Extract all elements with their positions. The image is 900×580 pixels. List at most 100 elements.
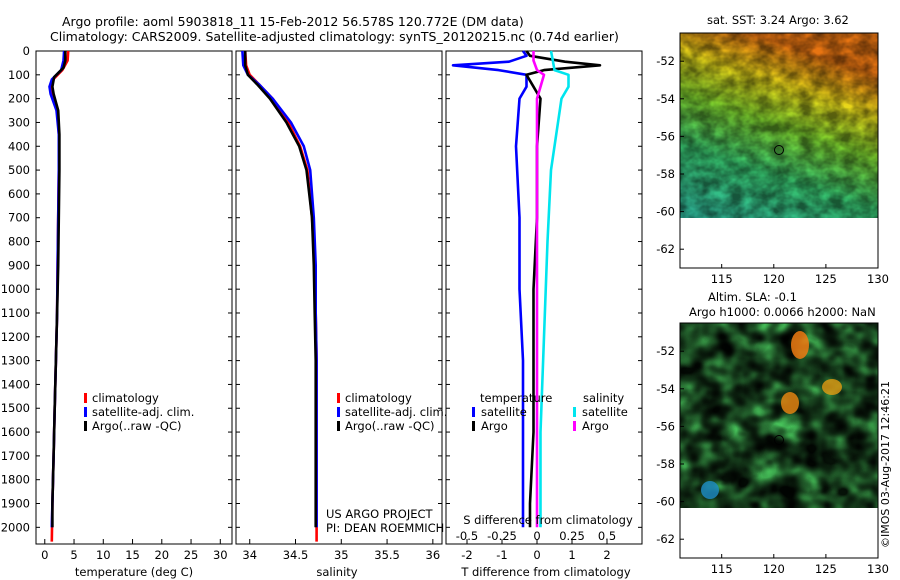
difference-s-tick-label: -0.25 bbox=[487, 529, 517, 543]
salinity-x-tick-label: 35.5 bbox=[374, 548, 400, 562]
depth-tick-label: 800 bbox=[8, 235, 30, 249]
temperature-x-tick-label: 15 bbox=[125, 548, 140, 562]
sst-map-y-tick-label: -52 bbox=[656, 54, 675, 68]
sla-map-x-tick-label: 120 bbox=[763, 562, 785, 576]
sla-map-y-tick-label: -58 bbox=[656, 457, 675, 471]
sst-map-ticks: 115 120 125 130 -52 -54 -56 -58 -60 -62 bbox=[656, 54, 889, 286]
salinity-series bbox=[241, 50, 318, 542]
depth-tick-label: 900 bbox=[8, 258, 30, 272]
depth-tick-label: 1400 bbox=[1, 377, 30, 391]
difference-x-ticks: -2 -1 0 1 2 -0.5 -0.25 0 0.25 0.5 bbox=[446, 50, 642, 562]
temperature-plot-frame bbox=[35, 50, 233, 545]
legend-label-argo: Argo(..raw -QC) bbox=[345, 419, 435, 433]
sst-map-y-tick-label: -54 bbox=[656, 92, 675, 106]
temperature-x-tick-label: 5 bbox=[70, 548, 77, 562]
difference-s-tick-label: -0.5 bbox=[456, 529, 478, 543]
depth-tick-label: 700 bbox=[8, 211, 30, 225]
salinity-series-climatology bbox=[243, 50, 318, 542]
depth-tick-label: 500 bbox=[8, 163, 30, 177]
legend-swatch-climatology bbox=[84, 393, 87, 403]
difference-series-s-argo bbox=[532, 51, 546, 528]
temperature-x-tick-label: 30 bbox=[213, 548, 228, 562]
legend-label-climatology: climatology bbox=[92, 391, 159, 405]
depth-tick-label: 400 bbox=[8, 139, 30, 153]
sla-map-y-tick-label: -60 bbox=[656, 495, 675, 509]
temperature-x-tick-label: 0 bbox=[41, 548, 48, 562]
sst-map-y-tick-label: -60 bbox=[656, 205, 675, 219]
sla-map-y-tick-label: -62 bbox=[656, 532, 675, 546]
legend-header-temperature: temperature bbox=[480, 391, 552, 405]
sla-map-high-patch bbox=[781, 392, 799, 414]
depth-tick-label: 200 bbox=[8, 92, 30, 106]
difference-x-tick-label: -2 bbox=[461, 548, 472, 562]
sst-map-y-tick-label: -62 bbox=[656, 242, 675, 256]
sla-map-x-tick-label: 125 bbox=[815, 562, 837, 576]
sla-map-lows bbox=[680, 323, 878, 508]
legend-label-satellite: satellite-adj. clim. bbox=[345, 405, 447, 419]
sla-map-x-tick-label: 130 bbox=[867, 562, 889, 576]
legend-label-s-satellite: satellite bbox=[582, 405, 628, 419]
depth-tick-label: 1200 bbox=[1, 330, 30, 344]
sst-map-title: sat. SST: 3.24 Argo: 3.62 bbox=[707, 13, 849, 27]
difference-s-tick-label: 0.25 bbox=[559, 529, 585, 543]
sla-map-y-tick-label: -56 bbox=[656, 419, 675, 433]
legend-swatch-satellite bbox=[337, 407, 340, 417]
sst-map-y-tick-label: -58 bbox=[656, 167, 675, 181]
legend-swatch-argo bbox=[84, 421, 87, 431]
salinity-x-tick-label: 34.5 bbox=[283, 548, 309, 562]
depth-tick-label: 2000 bbox=[1, 520, 30, 534]
temperature-series bbox=[48, 50, 70, 542]
difference-s-tick-label: 0.5 bbox=[598, 529, 616, 543]
sla-map-x-tick-label: 115 bbox=[711, 562, 733, 576]
difference-legend: temperature salinity satellite Argo sate… bbox=[472, 391, 628, 433]
legend-swatch-climatology bbox=[337, 393, 340, 403]
difference-series-t-argo bbox=[525, 50, 602, 528]
legend-label-satellite: satellite-adj. clim. bbox=[92, 405, 194, 419]
difference-x-tick-label: 1 bbox=[568, 548, 575, 562]
difference-plot-frame bbox=[445, 50, 643, 545]
depth-tick-label: 300 bbox=[8, 115, 30, 129]
depth-tick-label: 1600 bbox=[1, 425, 30, 439]
depth-tick-label: 1300 bbox=[1, 354, 30, 368]
sla-map-low-patch bbox=[701, 481, 719, 499]
t-difference-x-label: T difference from climatology bbox=[460, 565, 631, 579]
sst-map-panel: sat. SST: 3.24 Argo: 3.62 115 120 125 130 -5… bbox=[656, 13, 889, 286]
sst-map-frame bbox=[679, 32, 879, 269]
depth-tick-label: 100 bbox=[8, 68, 30, 82]
difference-x-tick-label: 0 bbox=[533, 548, 540, 562]
legend-swatch-satellite bbox=[84, 407, 87, 417]
difference-panel: -2 -1 0 1 2 -0.5 -0.25 0 0.25 0.5 T difference fr… bbox=[445, 50, 643, 579]
temperature-x-label: temperature (deg C) bbox=[75, 565, 193, 579]
depth-tick-label: 0 bbox=[23, 44, 30, 58]
salinity-x-ticks: 34 34.5 35 35.5 36 bbox=[236, 50, 442, 562]
depth-tick-label: 1100 bbox=[1, 306, 30, 320]
salinity-series-satellite-adj-clim bbox=[241, 50, 318, 528]
salinity-panel: 34 34.5 35 35.5 36 salinity climatology sate… bbox=[235, 50, 447, 579]
sla-map-high-patch bbox=[822, 379, 842, 395]
salinity-legend: climatology satellite-adj. clim. Argo(..… bbox=[337, 391, 447, 433]
difference-series bbox=[451, 50, 602, 528]
legend-label-t-satellite: satellite bbox=[481, 405, 527, 419]
difference-x-tick-label: -1 bbox=[496, 548, 507, 562]
legend-label-s-argo: Argo bbox=[582, 419, 609, 433]
sla-map-panel: Altim. SLA: -0.1 Argo h1000: 0.0066 h200… bbox=[656, 290, 889, 576]
depth-tick-label: 1500 bbox=[1, 401, 30, 415]
legend-swatch-s-argo bbox=[573, 421, 576, 431]
depth-tick-label: 1000 bbox=[1, 282, 30, 296]
legend-swatch-t-argo bbox=[472, 421, 475, 431]
sst-map-y-tick-label: -56 bbox=[656, 129, 675, 143]
salinity-x-tick-label: 34 bbox=[242, 548, 257, 562]
sla-map-y-tick-label: -52 bbox=[656, 344, 675, 358]
sla-map-high-patch bbox=[791, 331, 809, 359]
difference-series-t-satellite bbox=[451, 50, 528, 528]
temperature-x-tick-label: 10 bbox=[96, 548, 111, 562]
difference-x-tick-label: 2 bbox=[603, 548, 610, 562]
salinity-x-label: salinity bbox=[316, 565, 357, 579]
depth-tick-label: 600 bbox=[8, 187, 30, 201]
sst-map-texture bbox=[680, 33, 878, 218]
depth-tick-label: 1900 bbox=[1, 497, 30, 511]
sla-map-title-line2: Argo h1000: 0.0066 h2000: NaN bbox=[689, 305, 876, 319]
sla-map-ticks: 115 120 125 130 -52 -54 -56 -58 -60 -62 bbox=[656, 344, 889, 576]
sst-map-x-tick-label: 115 bbox=[711, 272, 733, 286]
